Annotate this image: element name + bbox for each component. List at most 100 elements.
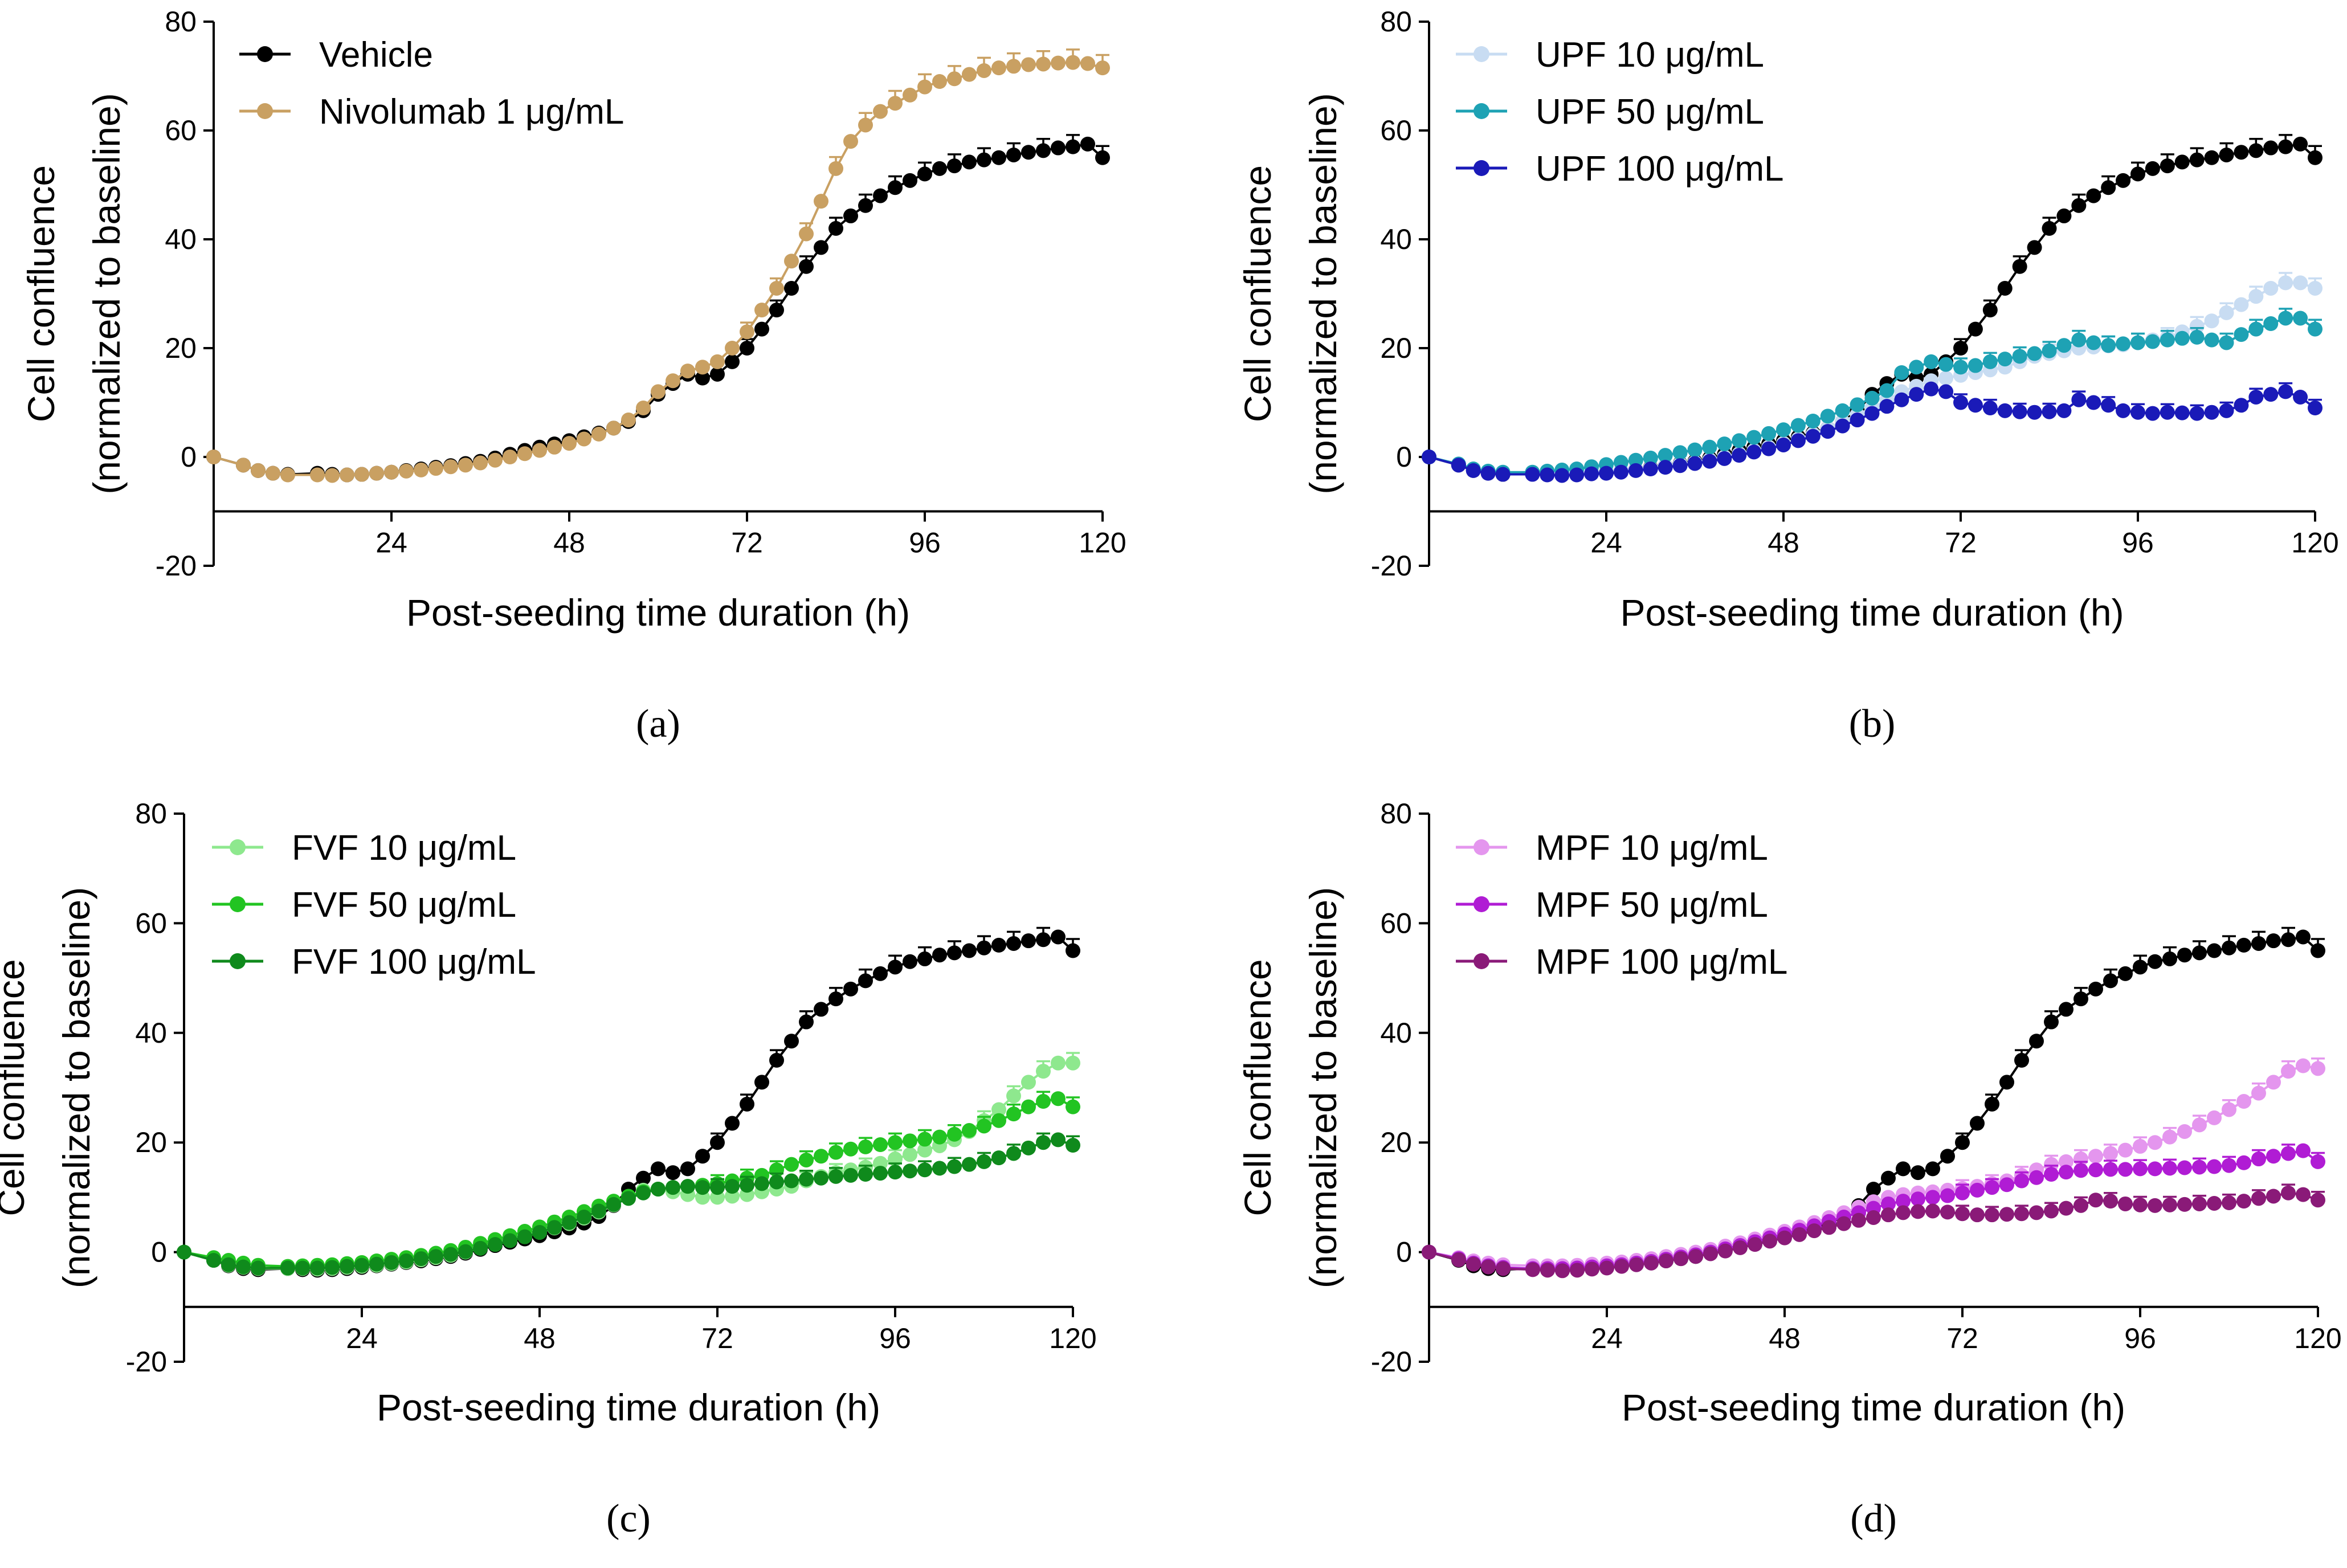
legend-item: FVF 10 μg/mL xyxy=(212,828,516,868)
data-point xyxy=(1850,413,1865,428)
y-tick-label: 80 xyxy=(135,798,167,830)
legend-item: Vehicle xyxy=(239,35,433,75)
data-point xyxy=(2133,1161,2148,1177)
data-point xyxy=(828,161,843,176)
data-point xyxy=(917,951,932,966)
series-line xyxy=(1428,281,2316,475)
data-point xyxy=(2222,1195,2236,1211)
data-point xyxy=(1864,390,1880,406)
y-tick-label: 80 xyxy=(165,6,197,38)
series-line xyxy=(183,936,1074,1272)
data-point xyxy=(1909,360,1924,375)
data-point xyxy=(799,259,814,274)
data-point xyxy=(2101,338,2116,353)
data-point xyxy=(2263,316,2279,332)
data-point xyxy=(2248,321,2264,337)
data-point xyxy=(517,446,532,462)
data-point xyxy=(1732,433,1747,448)
data-point xyxy=(1051,929,1066,945)
legend-label: MPF 100 μg/mL xyxy=(1536,942,1787,982)
data-point xyxy=(1982,354,1998,369)
y-tick-label: 60 xyxy=(1380,907,1412,939)
data-point xyxy=(1997,403,2013,418)
x-tick-label: 96 xyxy=(2124,1322,2156,1354)
data-point xyxy=(903,1147,917,1162)
data-point xyxy=(858,973,873,989)
data-point xyxy=(2192,1159,2207,1175)
data-point xyxy=(340,1259,354,1274)
data-point xyxy=(858,1139,873,1154)
y-axis-subtitle: (normalized to baseline) xyxy=(1302,93,1344,494)
legend-label: MPF 10 μg/mL xyxy=(1536,828,1768,868)
data-point xyxy=(873,966,888,981)
data-point xyxy=(1021,933,1036,949)
data-point xyxy=(2281,1185,2296,1200)
data-point xyxy=(562,436,577,451)
data-point xyxy=(1792,1227,1807,1242)
data-point xyxy=(1985,1180,1999,1195)
data-point xyxy=(903,954,917,969)
data-point xyxy=(2222,940,2236,956)
data-point xyxy=(1006,1146,1021,1161)
data-point xyxy=(1733,1240,1748,1255)
series-1 xyxy=(206,48,1110,483)
data-point xyxy=(1970,1182,1985,1198)
data-point xyxy=(1051,55,1066,71)
data-point xyxy=(503,1233,517,1248)
data-point xyxy=(621,1191,636,1206)
data-point xyxy=(947,1159,962,1174)
data-point xyxy=(1746,430,1762,445)
data-point xyxy=(1036,1094,1051,1109)
data-point xyxy=(962,943,977,958)
data-point xyxy=(1687,442,1703,458)
y-tick-label: 80 xyxy=(1380,798,1412,830)
data-point xyxy=(977,152,991,168)
data-point xyxy=(340,467,354,483)
data-point xyxy=(2059,1154,2073,1169)
data-point xyxy=(1835,403,1850,418)
panel-label: (d) xyxy=(1850,1497,1897,1541)
data-point xyxy=(695,360,710,375)
data-point xyxy=(2293,275,2308,291)
data-point xyxy=(2059,1165,2073,1180)
data-point xyxy=(769,1174,784,1190)
data-point xyxy=(695,370,710,386)
data-point xyxy=(1659,1253,1673,1268)
data-point xyxy=(1422,450,1436,464)
data-point xyxy=(2293,311,2308,326)
data-point xyxy=(799,1152,814,1167)
data-point xyxy=(814,1170,828,1186)
data-point xyxy=(991,1102,1006,1117)
data-point xyxy=(666,1165,680,1181)
panel-d: -20 0 20 40 60 80 24 48 72 96 120 Post-seeding time… xyxy=(1236,798,2342,1541)
data-point xyxy=(1006,147,1021,162)
data-point xyxy=(828,1145,843,1160)
data-point xyxy=(1924,354,1939,369)
data-point xyxy=(977,1154,991,1169)
data-point xyxy=(266,466,280,481)
data-point xyxy=(1776,422,1791,438)
data-point xyxy=(991,150,1006,165)
x-axis-title: Post-seeding time duration (h) xyxy=(1622,1386,2125,1428)
legend-item: FVF 100 μg/mL xyxy=(212,942,536,982)
legend-label: FVF 100 μg/mL xyxy=(292,942,536,982)
data-point xyxy=(2145,334,2160,349)
data-point xyxy=(725,1116,740,1131)
data-point xyxy=(710,366,725,382)
data-point xyxy=(828,1169,843,1184)
data-point xyxy=(873,1137,888,1153)
x-tick-label: 96 xyxy=(2122,527,2154,559)
data-point xyxy=(1051,1055,1066,1071)
data-point xyxy=(873,104,888,119)
data-point xyxy=(2263,387,2279,402)
data-point xyxy=(2308,401,2322,416)
data-point xyxy=(2162,1129,2177,1145)
legend-marker xyxy=(230,896,246,912)
data-point xyxy=(947,158,962,174)
data-point xyxy=(2130,335,2145,350)
data-point xyxy=(2103,973,2118,989)
data-point xyxy=(1095,60,1110,76)
data-point xyxy=(1940,1149,1955,1164)
data-point xyxy=(932,74,947,89)
data-point xyxy=(1776,437,1791,452)
